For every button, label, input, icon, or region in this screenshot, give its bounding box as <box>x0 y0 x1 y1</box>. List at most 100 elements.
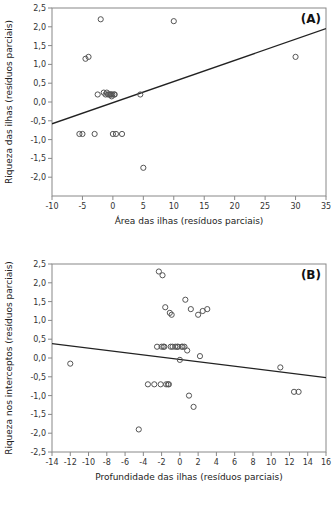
scatter-point <box>185 348 190 353</box>
y-tick-label: 2,0 <box>33 23 46 32</box>
scatter-point <box>186 393 191 398</box>
x-tick-label: 35 <box>321 202 331 211</box>
y-tick-label: -1,0 <box>30 392 46 401</box>
scatter-point <box>112 92 117 97</box>
scatter-point <box>191 404 196 409</box>
scatter-point <box>161 344 166 349</box>
x-tick <box>198 452 199 456</box>
scatter-point <box>138 92 143 97</box>
y-tick <box>48 395 52 396</box>
y-tick-label: 2,5 <box>33 4 46 13</box>
x-tick <box>88 452 89 456</box>
panel: -14-12-10-8-6-4-20246810121416-2,5-2,0-1… <box>4 260 331 482</box>
y-tick <box>48 414 52 415</box>
x-tick-label: -10 <box>45 202 58 211</box>
x-tick <box>179 452 180 456</box>
y-tick-label: -1,0 <box>30 136 46 145</box>
x-tick <box>289 452 290 456</box>
x-tick-label: -6 <box>121 458 129 467</box>
x-tick <box>326 452 327 456</box>
y-axis-label: Riqueza nos interceptos (resíduos parcia… <box>4 261 14 455</box>
fit-line <box>52 29 326 124</box>
x-tick <box>173 196 174 200</box>
scatter-point <box>136 427 141 432</box>
y-tick-label: 2,5 <box>33 260 46 269</box>
x-tick-label: -5 <box>78 202 86 211</box>
scatter-point <box>177 357 182 362</box>
x-tick-label: 25 <box>260 202 270 211</box>
y-tick <box>48 120 52 121</box>
y-tick-label: 1,5 <box>33 42 46 51</box>
y-tick-label: -0,5 <box>30 117 46 126</box>
scatter-point <box>86 54 91 59</box>
scatter-point <box>166 382 171 387</box>
x-tick-label: -4 <box>139 458 147 467</box>
x-tick <box>252 452 253 456</box>
x-tick-label: 5 <box>141 202 146 211</box>
x-tick <box>70 452 71 456</box>
plot-frame <box>52 264 326 452</box>
y-tick-label: -0,5 <box>30 373 46 382</box>
scatter-point <box>171 19 176 24</box>
y-tick <box>48 282 52 283</box>
y-tick <box>48 358 52 359</box>
scatter-point <box>162 344 167 349</box>
x-tick <box>125 452 126 456</box>
marks <box>52 17 326 171</box>
figure: -10-505101520253035-2,0-1,5-1,0-0,50,00,… <box>0 0 336 512</box>
panel: -10-505101520253035-2,0-1,5-1,0-0,50,00,… <box>4 4 331 226</box>
y-tick <box>48 301 52 302</box>
y-tick-label: -2,0 <box>30 429 46 438</box>
panel-label: (B) <box>301 268 321 282</box>
y-tick-label: 0,5 <box>33 335 46 344</box>
scatter-point <box>169 312 174 317</box>
y-tick <box>48 339 52 340</box>
x-tick-label: 2 <box>196 458 201 467</box>
x-tick-label: 10 <box>266 458 276 467</box>
y-tick <box>48 264 52 265</box>
y-tick-label: 1,0 <box>33 316 46 325</box>
x-tick <box>234 452 235 456</box>
scatter-point <box>183 297 188 302</box>
x-tick <box>143 452 144 456</box>
scatter-point <box>196 312 201 317</box>
y-tick-label: 2,0 <box>33 279 46 288</box>
scatter-point <box>158 382 163 387</box>
scatter-point <box>188 307 193 312</box>
scatter-point <box>95 92 100 97</box>
y-tick <box>48 177 52 178</box>
x-tick-label: 0 <box>177 458 182 467</box>
y-tick-label: -2,0 <box>30 173 46 182</box>
x-tick <box>295 196 296 200</box>
x-tick-label: 12 <box>284 458 294 467</box>
scatter-point <box>293 54 298 59</box>
x-tick <box>216 452 217 456</box>
scatter-point <box>160 273 165 278</box>
x-axis-label: Profundidade das ilhas (resíduos parciai… <box>95 472 283 482</box>
x-tick <box>52 452 53 456</box>
y-tick-label: 0,0 <box>33 354 46 363</box>
x-tick-label: 8 <box>250 458 255 467</box>
x-tick-label: -8 <box>103 458 111 467</box>
x-tick-label: -14 <box>45 458 58 467</box>
y-tick-label: 1,5 <box>33 298 46 307</box>
x-tick-label: 15 <box>199 202 209 211</box>
scatter-point <box>278 365 283 370</box>
x-tick <box>82 196 83 200</box>
y-tick <box>48 376 52 377</box>
x-tick-label: -10 <box>82 458 95 467</box>
y-tick-label: -1,5 <box>30 410 46 419</box>
y-tick <box>48 45 52 46</box>
x-tick <box>307 452 308 456</box>
x-tick <box>271 452 272 456</box>
scatter-point <box>68 361 73 366</box>
x-tick-label: -2 <box>158 458 166 467</box>
scatter-point <box>205 307 210 312</box>
x-tick-label: 4 <box>214 458 219 467</box>
x-tick-label: 10 <box>169 202 179 211</box>
scatter-point <box>113 131 118 136</box>
x-tick <box>143 196 144 200</box>
plot-frame <box>52 8 326 196</box>
scatter-point <box>92 131 97 136</box>
scatter-point <box>119 131 124 136</box>
